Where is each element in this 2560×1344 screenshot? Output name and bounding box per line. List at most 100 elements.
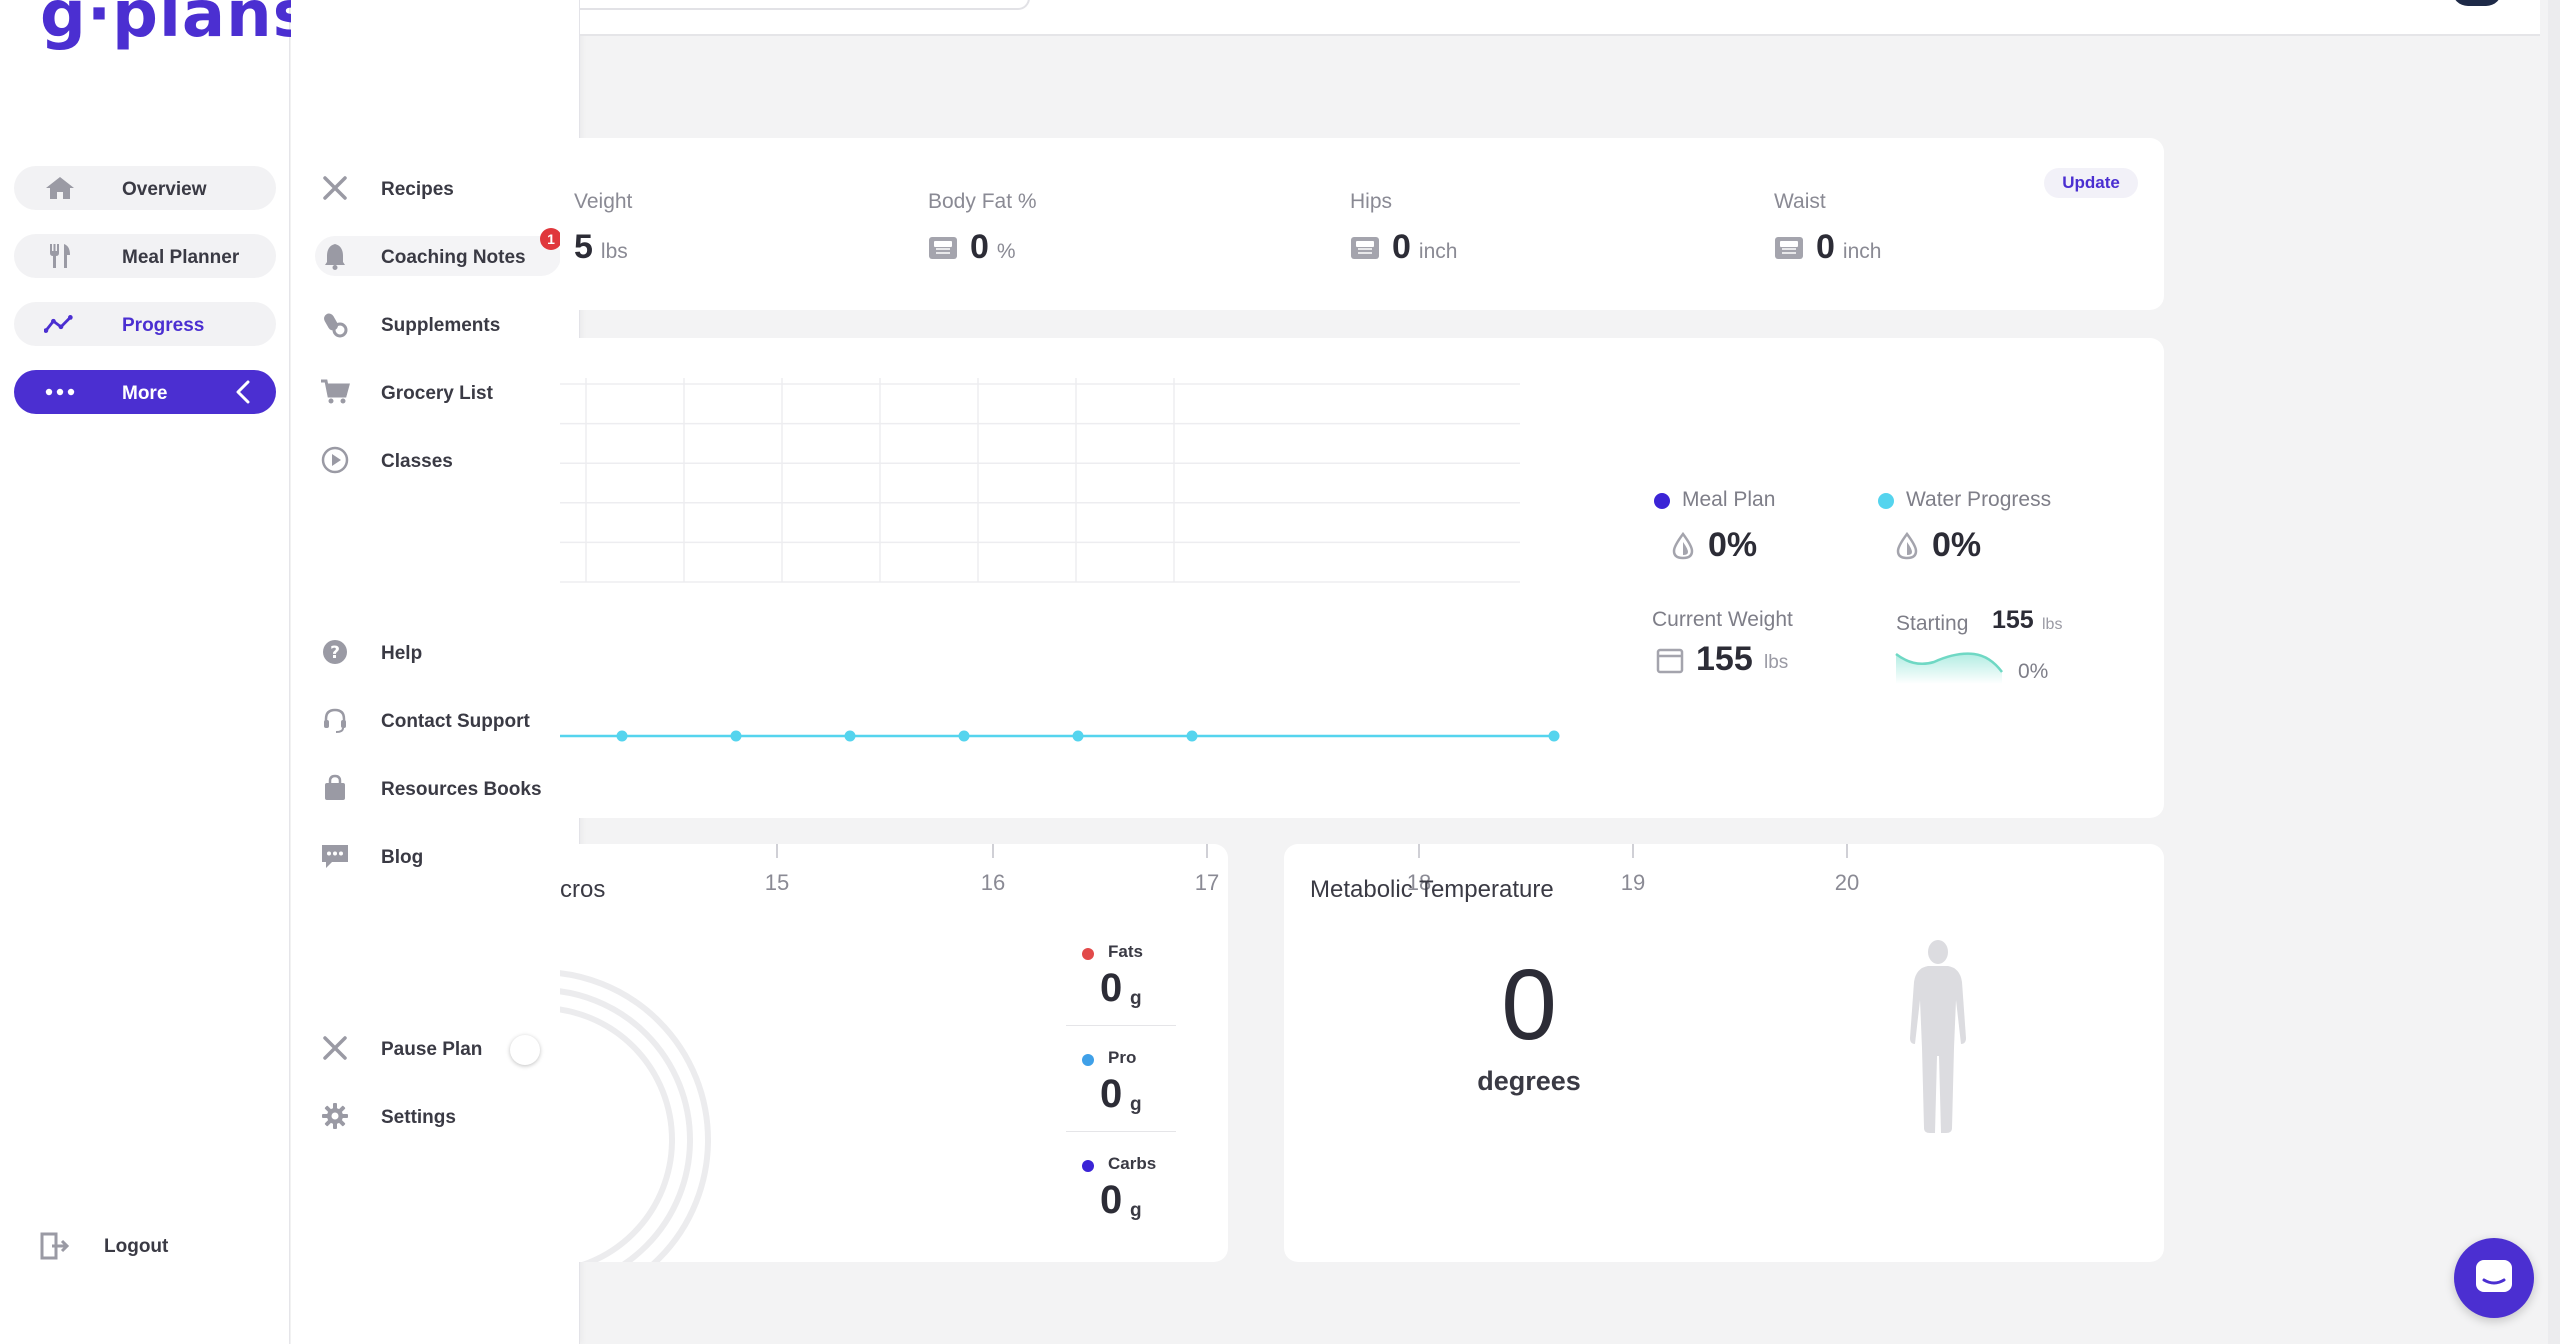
divider (1066, 1131, 1176, 1132)
data-point[interactable] (1548, 730, 1560, 742)
submenu-item-label: Settings (381, 1107, 456, 1128)
measurement-unit: inch (1418, 240, 1458, 263)
scrollbar[interactable] (2548, 0, 2560, 1344)
sidebar-item-label: Meal Planner (122, 247, 240, 268)
data-point[interactable] (1072, 730, 1084, 742)
data-point[interactable] (616, 730, 628, 742)
macro-name: Pro (1108, 1048, 1137, 1067)
gear-icon (319, 1102, 351, 1130)
submenu-item-grocery-list[interactable]: Grocery List (319, 372, 569, 412)
headset-icon (319, 706, 351, 734)
measurements-card: Veight 5 lbs Body Fat % 0 % Hips 0 inch … (560, 138, 2164, 310)
submenu-item-label: Coaching Notes (381, 247, 526, 268)
logout-icon (40, 1232, 70, 1265)
submenu-item-label: Supplements (381, 315, 501, 336)
data-point[interactable] (844, 730, 856, 742)
help-icon: ? (319, 638, 351, 666)
cart-icon (319, 378, 351, 406)
axis-tick-label: 16 (980, 870, 1006, 895)
divider (1066, 1025, 1176, 1026)
utensils-icon (44, 243, 76, 269)
submenu-item-label: Help (381, 643, 423, 664)
macros-card: cros 15 16 17 Fats 0 g Pro 0 g Carbs 0 g (560, 844, 1228, 1262)
measurement-waist: Waist 0 inch (1774, 190, 1881, 266)
chevron-left-icon[interactable] (234, 379, 252, 410)
macro-dot (1082, 948, 1094, 960)
data-point[interactable] (730, 730, 742, 742)
sidebar-item-label: Progress (122, 315, 205, 336)
measurement-unit: inch (1842, 240, 1882, 263)
chat-icon (319, 842, 351, 870)
logout-button[interactable]: Logout (40, 1230, 240, 1262)
submenu-item-label: Recipes (381, 179, 454, 200)
starting-label: Starting (1896, 612, 1969, 635)
scale-icon (1351, 236, 1379, 259)
current-weight-value: 155 (1696, 640, 1753, 678)
logo[interactable]: g·plans (40, 0, 312, 52)
search-input[interactable] (580, 0, 1030, 10)
measurement-label: Veight (574, 190, 633, 213)
macro-unit: g (1130, 1094, 1142, 1115)
home-icon (44, 175, 76, 201)
legend-value: 0% (1708, 526, 1758, 564)
submenu-item-recipes[interactable]: Recipes (319, 168, 569, 208)
macro-unit: g (1130, 988, 1142, 1009)
axis-tick-label: 17 (1194, 870, 1220, 895)
metabolic-temperature-card: 18 19 20 Metabolic Temperature 0 degrees (1284, 844, 2164, 1262)
metabolic-title: Metabolic Temperature (1310, 876, 1554, 903)
submenu-item-supplements[interactable]: Supplements (319, 304, 569, 344)
sidebar-item-label: More (122, 383, 168, 404)
sidebar-item-overview[interactable]: Overview (14, 166, 276, 210)
progress-chart-icon (44, 311, 76, 337)
legend-label: Water Progress (1906, 488, 2052, 511)
temperature-unit: degrees (1477, 1066, 1581, 1096)
measurement-label: Waist (1774, 190, 1826, 213)
axis-tick (776, 844, 778, 858)
progress-chart-card: Meal Plan 0% Water Progress 0% Current W… (560, 338, 2164, 818)
starting-unit: lbs (2042, 616, 2063, 633)
scale-icon (1775, 236, 1803, 259)
top-bar (580, 0, 2540, 36)
sidebar-item-more[interactable]: More (14, 370, 276, 414)
measurement-body-fat: Body Fat % 0 % (928, 190, 1037, 266)
dots-icon (44, 379, 76, 405)
submenu-item-pause-plan[interactable]: Pause Plan (319, 1028, 569, 1068)
submenu-item-coaching-notes[interactable]: Coaching Notes (315, 236, 561, 276)
utensils-cross-icon (319, 174, 351, 202)
avatar[interactable] (2452, 0, 2502, 6)
more-submenu: Recipes Coaching Notes Supplements Groce… (291, 0, 580, 1344)
legend-dot (1878, 493, 1894, 509)
update-button[interactable]: Update (2044, 168, 2138, 198)
chat-button[interactable] (2454, 1238, 2534, 1318)
macro-name: Carbs (1108, 1154, 1157, 1173)
pause-plan-toggle[interactable] (510, 1035, 540, 1065)
submenu-item-label: Contact Support (381, 711, 530, 732)
weight-trend-sparkline (1895, 652, 2003, 684)
logout-label: Logout (104, 1236, 169, 1257)
starting-value: 155 (1992, 606, 2034, 634)
sidebar-item-progress[interactable]: Progress (14, 302, 276, 346)
data-point[interactable] (958, 730, 970, 742)
measurement-value: 5 (574, 228, 593, 266)
axis-tick-label: 20 (1834, 870, 1860, 895)
sidebar-item-meal-planner[interactable]: Meal Planner (14, 234, 276, 278)
measurement-weight: Veight 5 lbs (574, 190, 633, 266)
data-point[interactable] (1186, 730, 1198, 742)
temperature-value: 0 (1501, 949, 1557, 1061)
axis-tick (1418, 844, 1420, 858)
measurement-value: 0 (970, 228, 989, 266)
macro-dot (1082, 1160, 1094, 1172)
calendar-icon (1656, 648, 1684, 674)
drop-icon (1896, 532, 1918, 560)
play-circle-icon (319, 446, 351, 474)
measurement-value: 0 (1816, 228, 1835, 266)
measurement-hips: Hips 0 inch (1350, 190, 1457, 266)
submenu-item-resources-books[interactable]: Resources Books (319, 768, 569, 808)
axis-tick (1846, 844, 1848, 858)
submenu-item-help[interactable]: ? Help (319, 632, 569, 672)
submenu-item-blog[interactable]: Blog (319, 836, 569, 876)
submenu-item-classes[interactable]: Classes (319, 440, 569, 480)
measurement-label: Hips (1350, 190, 1393, 213)
submenu-item-contact-support[interactable]: Contact Support (319, 700, 569, 740)
submenu-item-settings[interactable]: Settings (319, 1096, 569, 1136)
